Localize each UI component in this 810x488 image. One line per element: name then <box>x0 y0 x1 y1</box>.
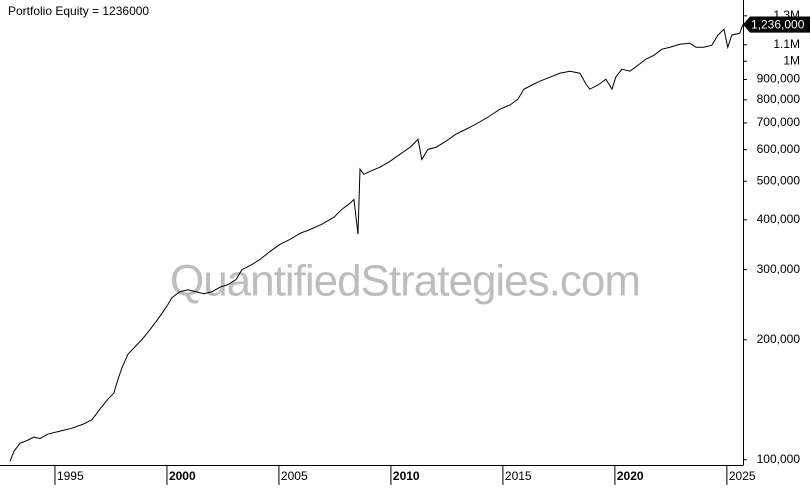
y-tick-label: 1M <box>783 53 800 67</box>
x-tick-label: 2005 <box>281 469 308 483</box>
x-tick-label: 2010 <box>393 469 420 483</box>
y-tick-label: 200,000 <box>757 332 801 346</box>
last-value-label: 1,236,000 <box>751 18 805 32</box>
last-value-badge: 1,236,000 <box>743 16 810 33</box>
x-tick-label: 2000 <box>169 469 196 483</box>
y-tick-label: 300,000 <box>757 262 801 276</box>
last-value-box <box>743 16 810 33</box>
watermark: QuantifiedStrategies.com <box>170 257 640 306</box>
y-tick-label: 100,000 <box>757 452 801 466</box>
y-tick-label: 500,000 <box>757 173 801 187</box>
chart-title: Portfolio Equity = 1236000 <box>8 4 149 18</box>
x-tick-label: 2015 <box>505 469 532 483</box>
y-tick-label: 1.1M <box>773 37 800 51</box>
equity-line <box>9 24 744 462</box>
y-tick-label: 600,000 <box>757 142 801 156</box>
x-tick-label: 1995 <box>57 469 84 483</box>
y-tick-label: 400,000 <box>757 212 801 226</box>
x-tick-label: 2025 <box>729 469 756 483</box>
x-tick-label: 2020 <box>617 469 644 483</box>
y-tick-label: 900,000 <box>757 72 801 86</box>
y-tick-label: 700,000 <box>757 115 801 129</box>
y-tick-label: 800,000 <box>757 92 801 106</box>
